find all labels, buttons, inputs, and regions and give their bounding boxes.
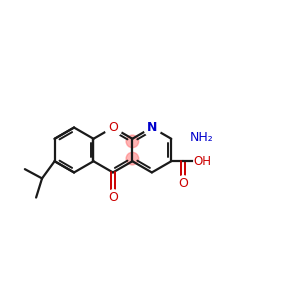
- Text: OH: OH: [194, 155, 212, 168]
- Text: NH₂: NH₂: [189, 130, 213, 144]
- Text: O: O: [108, 191, 118, 204]
- Circle shape: [126, 135, 139, 148]
- Text: N: N: [147, 121, 157, 134]
- Text: O: O: [108, 121, 118, 134]
- Text: O: O: [178, 176, 188, 190]
- Circle shape: [126, 152, 139, 165]
